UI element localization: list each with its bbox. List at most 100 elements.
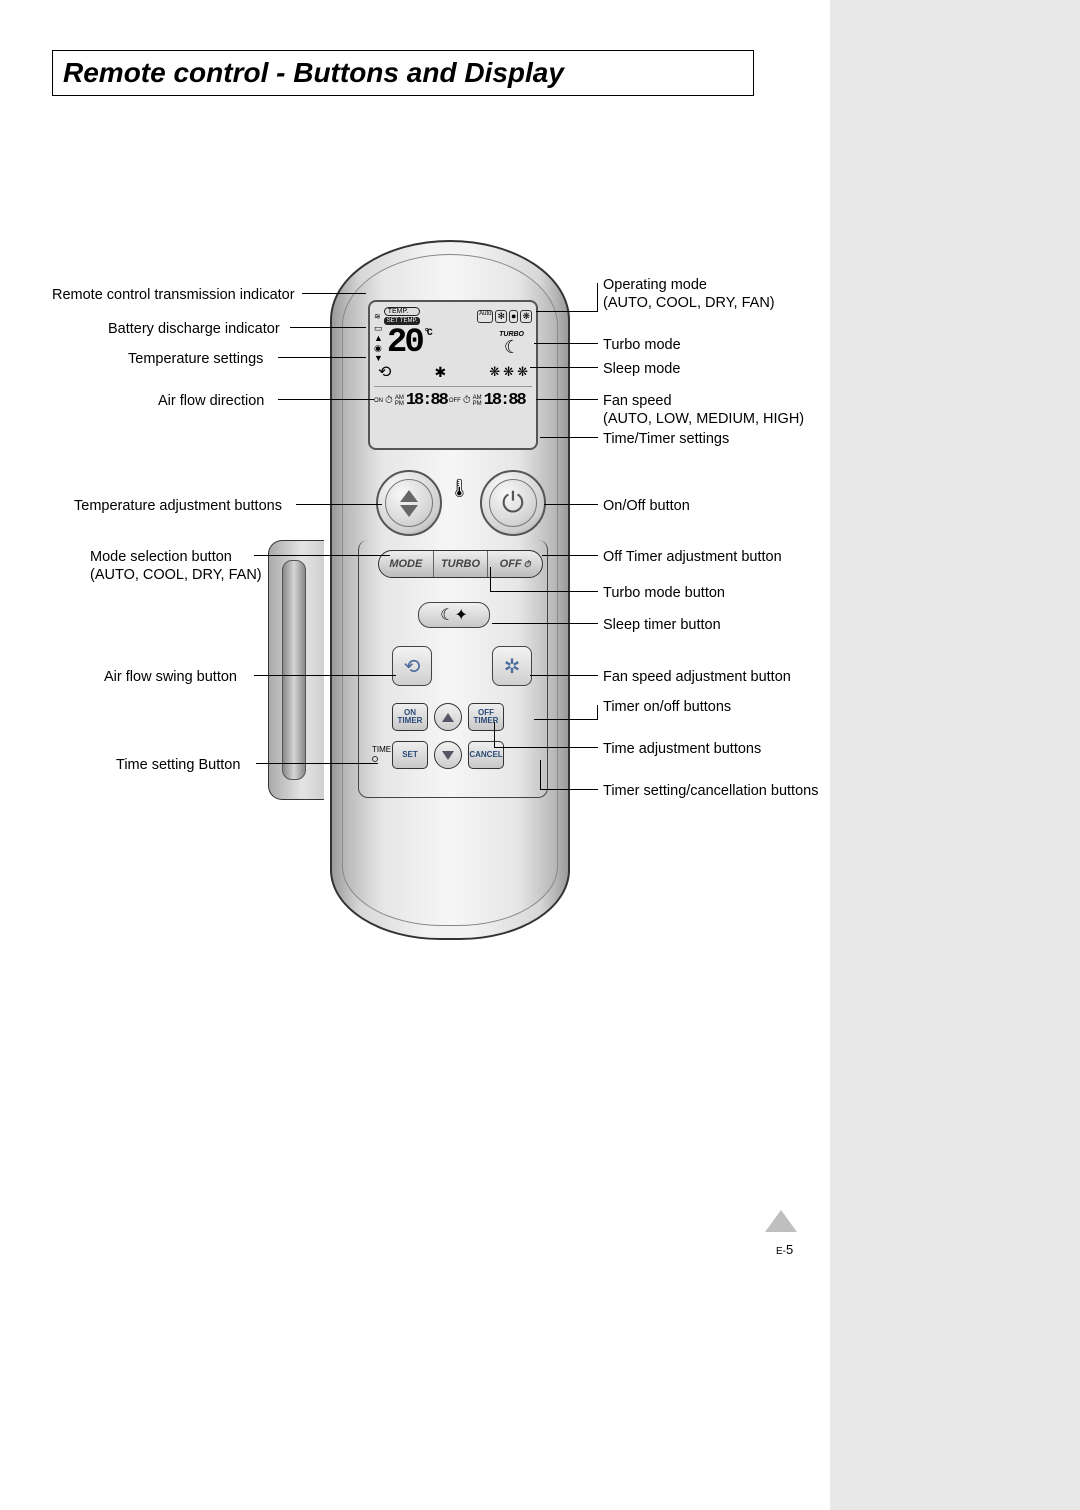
leader-line [530, 675, 598, 676]
fan-high-icon: ❋ [517, 364, 528, 380]
lcd-pm-2: PM [473, 401, 482, 407]
battery-icon: ▭ [374, 324, 383, 333]
callout-timer-set-cancel-text: Timer setting/cancellation buttons [603, 783, 818, 799]
callout-turbo-btn: Turbo mode button [603, 584, 725, 602]
callout-time-adj-text: Time adjustment buttons [603, 741, 761, 757]
time-label: TIME [372, 746, 391, 754]
leader-line [534, 719, 598, 720]
off-timer-button[interactable]: OFF TIMER [468, 703, 504, 731]
callout-sleep-text: Sleep mode [603, 361, 680, 377]
callout-turbo-btn-text: Turbo mode button [603, 585, 725, 601]
leader-line [254, 555, 390, 556]
callout-battery: Battery discharge indicator [108, 320, 280, 338]
callout-sleep: Sleep mode [603, 360, 680, 378]
lcd-off-time: 18:88 [484, 391, 525, 410]
callout-fan-speed-sub: (AUTO, LOW, MEDIUM, HIGH) [603, 411, 804, 427]
leader-line [540, 760, 541, 790]
callout-off-timer-adj: Off Timer adjustment button [603, 548, 782, 566]
leader-line [536, 311, 598, 312]
thermometer-icon: 🌡 [448, 478, 471, 499]
leader-line [278, 357, 366, 358]
temp-down-icon [400, 505, 418, 517]
time-up-button[interactable] [434, 703, 462, 731]
fan-speed-button[interactable]: ✲ [492, 646, 532, 686]
leader-line [544, 504, 598, 505]
callout-transmit: Remote control transmission indicator [52, 286, 295, 304]
power-icon: ⏻ [502, 487, 524, 520]
leader-line [256, 763, 378, 764]
remote-cover-slit [282, 560, 306, 780]
callout-onoff-text: On/Off button [603, 498, 690, 514]
dot-icon: ◉ [374, 344, 383, 353]
lcd-fan-auto-icon: ✱ [434, 364, 446, 381]
callout-op-mode-text: Operating mode [603, 277, 707, 293]
leader-line [494, 722, 495, 748]
swing-icon: ⟲ [404, 654, 421, 679]
lcd-off-label: OFF [449, 398, 461, 404]
callout-turbo: Turbo mode [603, 336, 681, 354]
sleep-icon: ☾✦ [440, 605, 468, 625]
temp-adjust-button[interactable] [376, 470, 442, 536]
lcd-left-indicators: ▭ ▲ ◉ ▼ [374, 324, 383, 363]
callout-time-set: Time setting Button [116, 756, 240, 774]
leader-line [302, 293, 366, 294]
leader-line [490, 567, 491, 592]
leader-line [254, 675, 396, 676]
callout-airflow-dir-text: Air flow direction [158, 393, 264, 409]
set-button[interactable]: SET [392, 741, 428, 769]
callout-op-mode: Operating mode (AUTO, COOL, DRY, FAN) [603, 276, 775, 312]
lcd-on-label: ON [374, 398, 383, 404]
page-corner-icon [765, 1210, 797, 1232]
callout-time-adj: Time adjustment buttons [603, 740, 761, 758]
callout-battery-text: Battery discharge indicator [108, 321, 280, 337]
callout-swing: Air flow swing button [104, 668, 237, 686]
mode-fan-icon: ❋ [520, 310, 532, 323]
airflow-swing-button[interactable]: ⟲ [392, 646, 432, 686]
callout-fan-adj-text: Fan speed adjustment button [603, 669, 791, 685]
set-cancel-row: SET CANCEL [392, 740, 532, 770]
mode-dry-icon: ● [509, 310, 518, 323]
leader-line [536, 399, 598, 400]
callout-sleep-timer-text: Sleep timer button [603, 617, 721, 633]
leader-line [290, 327, 366, 328]
leader-line [540, 437, 598, 438]
callout-mode-sel: Mode selection button (AUTO, COOL, DRY, … [90, 548, 262, 584]
callout-temp-adj-text: Temperature adjustment buttons [74, 498, 282, 514]
lcd-sleep-icon: ☾ [430, 338, 532, 356]
up-arrow-icon: ▲ [374, 334, 383, 343]
lcd-fan-speed-icons: ❋ ❋ ❋ [489, 364, 528, 380]
leader-line [530, 367, 598, 368]
callout-time-timer: Time/Timer settings [603, 430, 729, 448]
lcd-temp-label: TEMP. [384, 307, 421, 316]
timer-row: ON TIMER OFF TIMER [392, 702, 532, 732]
callout-airflow-dir: Air flow direction [158, 392, 264, 410]
leader-line [597, 705, 598, 720]
temp-up-icon [400, 490, 418, 502]
page-title-bar: Remote control - Buttons and Display [52, 50, 754, 96]
sleep-timer-button[interactable]: ☾✦ [418, 602, 490, 628]
lcd-mode-icons: Auto ✻ ● ❋ [477, 310, 532, 323]
time-down-button[interactable] [434, 741, 462, 769]
page-title: Remote control - Buttons and Display [63, 57, 564, 89]
callout-turbo-text: Turbo mode [603, 337, 681, 353]
time-set-indicator: TIME [372, 746, 391, 764]
on-timer-button[interactable]: ON TIMER [392, 703, 428, 731]
lcd-screen: ≋ TEMP. SET TEMP. Auto ✻ ● ❋ ▭ ▲ ◉ ▼ [368, 300, 538, 450]
callout-off-timer-adj-text: Off Timer adjustment button [603, 549, 782, 565]
leader-line [494, 747, 598, 748]
leader-line [278, 399, 374, 400]
page-number-value: 5 [786, 1242, 793, 1257]
callout-op-mode-sub: (AUTO, COOL, DRY, FAN) [603, 295, 775, 311]
clock-icon-2: ⏱ [463, 395, 471, 406]
leader-line [597, 283, 598, 312]
callout-swing-text: Air flow swing button [104, 669, 237, 685]
remote-illustration: ≋ TEMP. SET TEMP. Auto ✻ ● ❋ ▭ ▲ ◉ ▼ [320, 240, 580, 960]
lcd-temp-value: 20 [387, 328, 422, 359]
cancel-button[interactable]: CANCEL [468, 741, 504, 769]
callout-onoff: On/Off button [603, 497, 690, 515]
leader-line [534, 343, 598, 344]
callout-transmit-text: Remote control transmission indicator [52, 287, 295, 303]
mode-cool-icon: ✻ [495, 310, 507, 323]
power-button[interactable]: ⏻ [480, 470, 546, 536]
page-number: E-5 [776, 1242, 793, 1257]
